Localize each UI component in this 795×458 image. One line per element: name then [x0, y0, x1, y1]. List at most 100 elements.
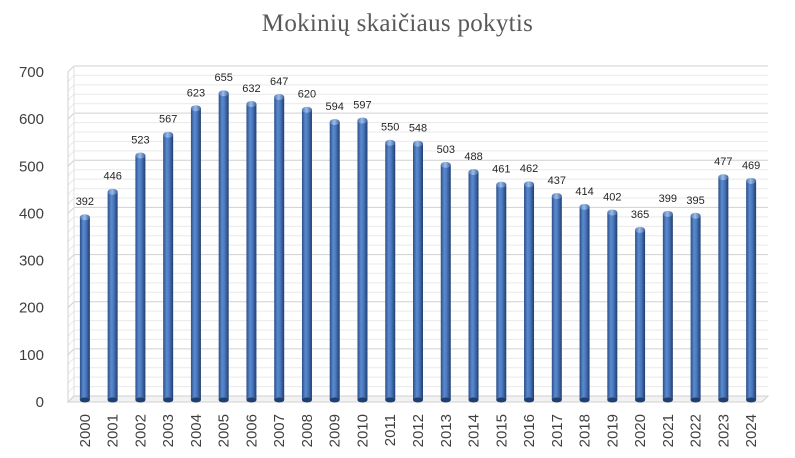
bar-base [274, 397, 285, 403]
bar [190, 105, 201, 403]
bar-body [329, 121, 340, 400]
bar-base [107, 397, 118, 403]
bar-base [468, 397, 479, 403]
bar-base [135, 397, 146, 403]
sidewall-gridline [67, 216, 75, 224]
bar-body [163, 134, 174, 400]
sidewall-gridline [67, 141, 75, 148]
bar-base [413, 397, 423, 403]
x-tick-label: 2018 [577, 414, 594, 447]
chart-title: Mokinių skaičiaus pokytis [261, 10, 534, 37]
bar [607, 209, 618, 403]
x-tick-label: 2007 [271, 414, 288, 447]
sidewall-gridline [67, 357, 75, 365]
bar-body [413, 143, 423, 400]
y-tick-label: 300 [19, 253, 44, 270]
bar-base [718, 397, 729, 403]
x-tick-label: 2020 [632, 414, 649, 447]
bar-cap [218, 90, 229, 97]
sidewall-gridline [67, 159, 75, 167]
bar-body [662, 213, 673, 400]
data-label: 620 [298, 89, 316, 101]
sidewall-gridline [67, 93, 75, 101]
y-tick-label: 200 [19, 300, 44, 317]
data-label: 623 [187, 87, 205, 99]
x-tick-label: 2002 [132, 414, 149, 447]
bar-base [385, 397, 396, 403]
bar [107, 188, 118, 403]
bar-base [690, 397, 701, 403]
bar-base [357, 397, 368, 403]
sidewall-gridline [67, 282, 75, 290]
bar-cap [163, 131, 174, 138]
x-tick-label: 2014 [466, 414, 483, 447]
bar-base [746, 397, 757, 403]
bar-cap [274, 93, 285, 100]
bar-body [551, 195, 562, 400]
sidewall-gridline [67, 273, 75, 280]
bar-base [524, 397, 535, 403]
bar-body [468, 171, 479, 400]
bar [524, 181, 535, 403]
data-label: 446 [103, 171, 121, 183]
x-tick-label: 2009 [327, 414, 344, 447]
x-tick-label: 2015 [493, 414, 510, 447]
sidewall-gridline [67, 84, 75, 92]
bar-body [746, 180, 757, 400]
bar-cap [662, 210, 673, 217]
bar [218, 90, 229, 403]
bar-base [329, 397, 340, 403]
bar-base [440, 397, 451, 403]
bar-body [218, 93, 229, 400]
data-label: 462 [520, 163, 538, 175]
sidewall-gridline [67, 75, 75, 82]
bar-base [190, 397, 201, 403]
bar [385, 139, 396, 403]
bar-base [496, 397, 507, 403]
x-tick-label: 2008 [299, 414, 316, 447]
bar-base [579, 397, 590, 403]
bar-body [301, 109, 312, 400]
bar [468, 168, 479, 403]
sidewall-gridline [67, 235, 75, 243]
x-tick-label: 2004 [188, 414, 205, 447]
x-tick-label: 2016 [521, 414, 538, 447]
y-tick-label: 400 [19, 205, 44, 222]
data-label: 469 [742, 160, 760, 172]
data-label: 461 [492, 164, 510, 176]
sidewall-gridline [67, 348, 75, 356]
bar-cap [246, 101, 257, 108]
y-axis-ticks: 0 100 200 300 400 500 600 700 [19, 64, 44, 411]
sidewall-gridline [67, 244, 75, 252]
bar-body [718, 177, 729, 400]
sidewall-gridline [67, 207, 75, 214]
bar [413, 140, 423, 403]
x-tick-label: 2013 [438, 414, 455, 447]
sidewall-gridline [67, 178, 75, 186]
data-label: 597 [353, 100, 371, 112]
bar-cap [385, 139, 396, 146]
bar [274, 93, 285, 403]
sidewall-gridline [67, 65, 75, 73]
data-label: 550 [381, 122, 399, 134]
sidewall-gridline [67, 367, 75, 375]
sidewall-gridline [67, 339, 75, 346]
bar-body [635, 229, 646, 400]
bar-cap [79, 214, 90, 221]
bar [662, 210, 673, 403]
bar-base [301, 397, 312, 403]
bar-cap [690, 212, 701, 219]
data-label: 655 [215, 72, 233, 84]
sidewall-gridline [67, 131, 75, 139]
bar [440, 161, 451, 403]
bar [163, 131, 174, 403]
bar [79, 214, 90, 403]
x-axis-ticks: 2000 2001 2002 2003 2004 2005 2006 2007 2008 2009… [77, 414, 760, 447]
x-tick-label: 2024 [743, 414, 760, 447]
sidewall-gridline [67, 301, 75, 309]
x-tick-label: 2000 [77, 414, 94, 447]
data-label: 365 [631, 209, 649, 221]
bar [579, 203, 590, 403]
sidewall-gridline [67, 329, 75, 337]
